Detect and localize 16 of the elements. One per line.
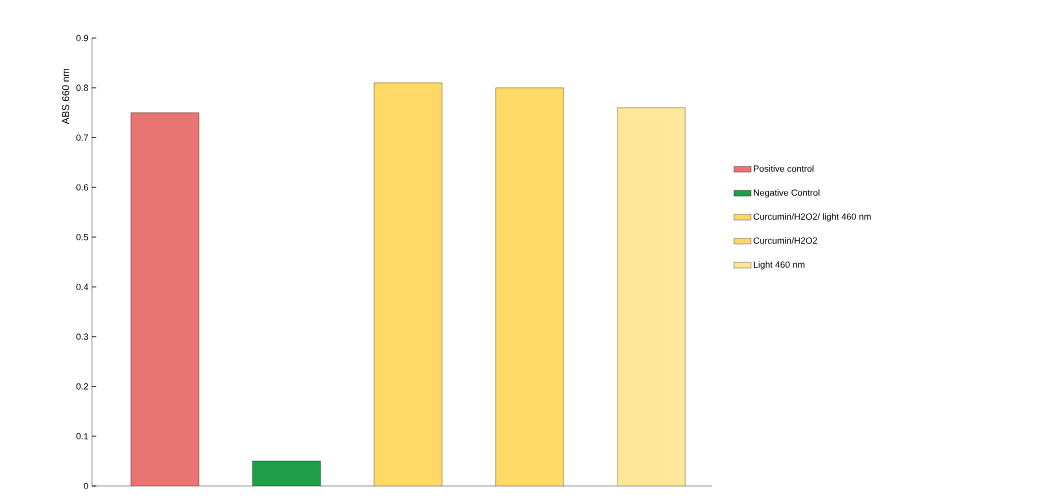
y-tick-label: 0.6 bbox=[76, 184, 89, 191]
legend-label: Negative Control bbox=[753, 189, 820, 198]
y-tick-label: 0.2 bbox=[76, 383, 89, 390]
legend-label: Light 460 nm bbox=[753, 261, 805, 270]
y-tick-label: 0.7 bbox=[76, 134, 89, 141]
y-axis-title: ABS 660 nm bbox=[62, 68, 70, 125]
legend-label: Curcumin/H2O2 bbox=[753, 237, 818, 244]
y-tick-label: 0.9 bbox=[76, 34, 89, 42]
y-tick-label: 0.5 bbox=[76, 233, 89, 241]
y-tick-label: 0.4 bbox=[76, 283, 89, 291]
legend-label: Positive control bbox=[753, 165, 814, 172]
y-tick-label: 0.3 bbox=[76, 333, 89, 340]
y-tick-label: 0 bbox=[83, 482, 89, 490]
legend-label: Curcumin/H2O2/ light 460 nm bbox=[753, 213, 871, 222]
y-tick-label: 0.8 bbox=[76, 84, 89, 91]
y-tick-label: 0.1 bbox=[76, 433, 89, 440]
